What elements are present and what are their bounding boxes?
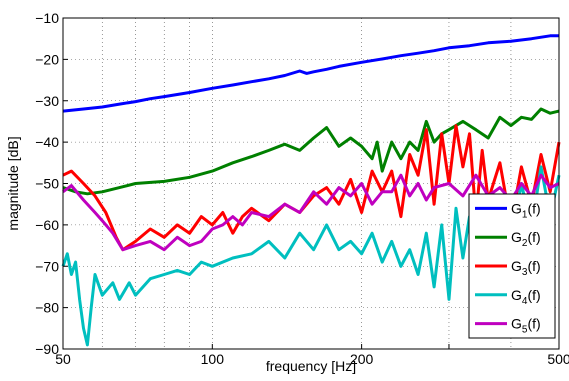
- y-tick-label: −30: [35, 93, 59, 109]
- legend-label-g5: G5(f): [511, 316, 541, 336]
- series-line-g2: [62, 107, 560, 196]
- y-tick-label: −90: [35, 341, 59, 357]
- series-lines: [61, 34, 561, 347]
- y-tick-label: −50: [35, 176, 59, 192]
- y-axis-label: magnitude [dB]: [5, 136, 21, 230]
- legend: G1(f) G2(f) G3(f) G4(f) G5(f): [468, 193, 556, 339]
- axis-ticks: 50 100 200 500 −90 −80 −70 −60 −50 −40 −30 −20 −10: [35, 10, 569, 367]
- legend-label-g4: G4(f): [511, 287, 541, 307]
- series-line-g1: [62, 34, 559, 113]
- series-line-g5: [62, 173, 560, 252]
- x-tick-label: 100: [201, 351, 225, 367]
- x-tick-label: 200: [350, 351, 374, 367]
- y-tick-label: −60: [35, 217, 59, 233]
- legend-label-g1: G1(f): [511, 200, 541, 220]
- x-tick-label: 500: [547, 351, 569, 367]
- y-tick-label: −80: [35, 300, 59, 316]
- legend-label-g3: G3(f): [511, 258, 541, 278]
- y-tick-label: −40: [35, 134, 59, 150]
- y-tick-label: −70: [35, 258, 59, 274]
- x-axis-label: frequency [Hz]: [266, 358, 356, 374]
- legend-label-g2: G2(f): [511, 229, 541, 249]
- y-tick-label: −10: [35, 10, 59, 26]
- x-tick-label: 50: [55, 351, 71, 367]
- series-line-g3: [62, 124, 561, 252]
- y-tick-label: −20: [35, 51, 59, 67]
